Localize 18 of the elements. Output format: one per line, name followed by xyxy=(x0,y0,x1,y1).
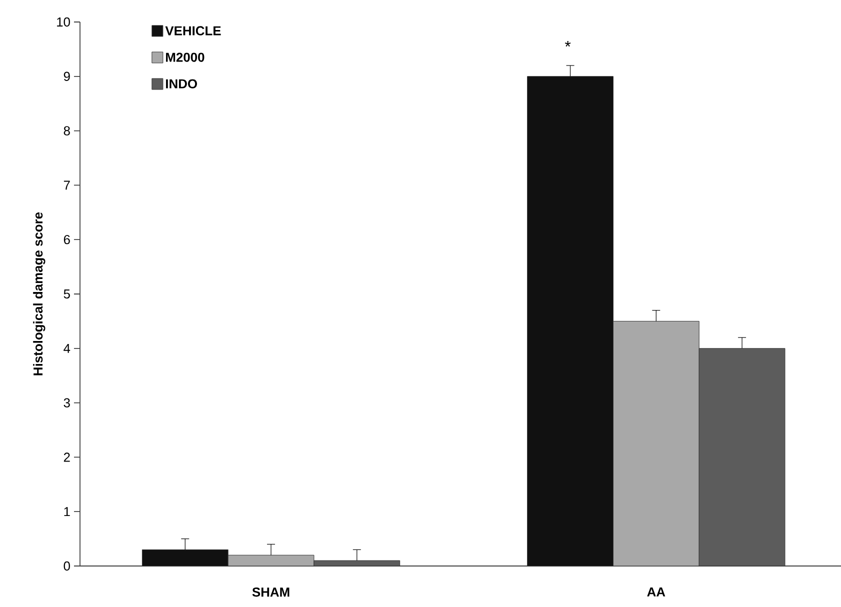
y-tick-label: 4 xyxy=(64,344,70,353)
legend-label: VEHICLE xyxy=(165,26,221,36)
y-axis-title: Histological damage score xyxy=(33,212,46,376)
y-tick-label: 9 xyxy=(64,72,70,81)
y-tick-label: 7 xyxy=(64,180,70,190)
y-tick-label: 2 xyxy=(64,452,70,462)
y-tick-label: 6 xyxy=(64,235,70,244)
legend-label: INDO xyxy=(166,79,197,88)
y-tick-label: 10 xyxy=(57,17,70,27)
x-tick-label: SHAM xyxy=(252,588,290,597)
annotation: * xyxy=(564,40,571,47)
y-tick-label: 0 xyxy=(64,561,70,571)
y-tick-label: 3 xyxy=(64,398,70,408)
legend-label: M2000 xyxy=(166,52,204,62)
y-tick-label: 5 xyxy=(64,289,70,299)
y-tick-label: 8 xyxy=(64,126,70,136)
x-tick-label: AA xyxy=(647,588,666,596)
y-tick-label: 1 xyxy=(64,507,70,516)
